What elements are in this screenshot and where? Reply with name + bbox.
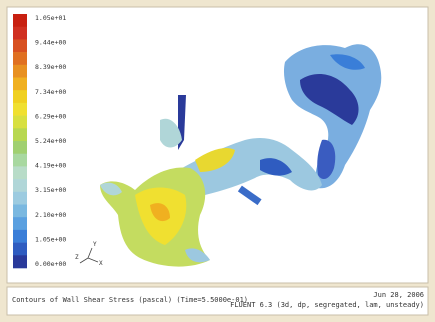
colorbar-band (13, 27, 27, 40)
colorbar-band (13, 65, 27, 78)
colorbar-band (13, 103, 27, 116)
colorbar-label: 2.10e+00 (35, 211, 66, 219)
colorbar-band (13, 78, 27, 91)
colorbar-label: 9.44e+00 (35, 39, 66, 47)
colorbar-band (13, 141, 27, 154)
colorbar-band (13, 192, 27, 205)
colorbar-band (13, 116, 27, 129)
colorbar-band (13, 166, 27, 179)
colorbar-band (13, 255, 27, 268)
colorbar-label: 6.29e+00 (35, 112, 66, 120)
axis-label: Z (75, 254, 79, 261)
colorbar-band (13, 90, 27, 103)
colorbar-label: 1.05e+01 (35, 14, 66, 22)
colorbar-band (13, 154, 27, 167)
colorbar-label: 5.24e+00 (35, 137, 66, 145)
viewport: 1.05e+01 9.44e+00 8.39e+00 7.34e+00 6.29e+00… (0, 0, 435, 322)
colorbar-band (13, 14, 27, 27)
colorbar-band (13, 39, 27, 52)
footer-title: Contours of Wall Shear Stress (pascal) (… (12, 296, 248, 304)
footer-date: Jun 28, 2006 (373, 291, 424, 299)
colorbar-label: 0.00e+00 (35, 260, 66, 268)
window: 1.05e+01 9.44e+00 8.39e+00 7.34e+00 6.29e+00… (0, 0, 435, 322)
colorbar-band (13, 217, 27, 230)
colorbar-band (13, 128, 27, 141)
colorbar-band (13, 230, 27, 243)
colorbar-band (13, 243, 27, 256)
axis-label: X (99, 260, 103, 267)
colorbar-label: 4.19e+00 (35, 162, 66, 170)
colorbar-label: 3.15e+00 (35, 186, 66, 194)
axis-label: Y (93, 241, 97, 248)
colorbar-label: 7.34e+00 (35, 88, 66, 96)
colorbar-band (13, 205, 27, 218)
footer-solver: FLUENT 6.3 (3d, dp, segregated, lam, uns… (230, 301, 424, 309)
colorbar-label: 8.39e+00 (35, 63, 66, 71)
colorbar-band (13, 179, 27, 192)
colorbar-label: 1.05e+00 (35, 235, 66, 243)
colorbar-band (13, 52, 27, 65)
